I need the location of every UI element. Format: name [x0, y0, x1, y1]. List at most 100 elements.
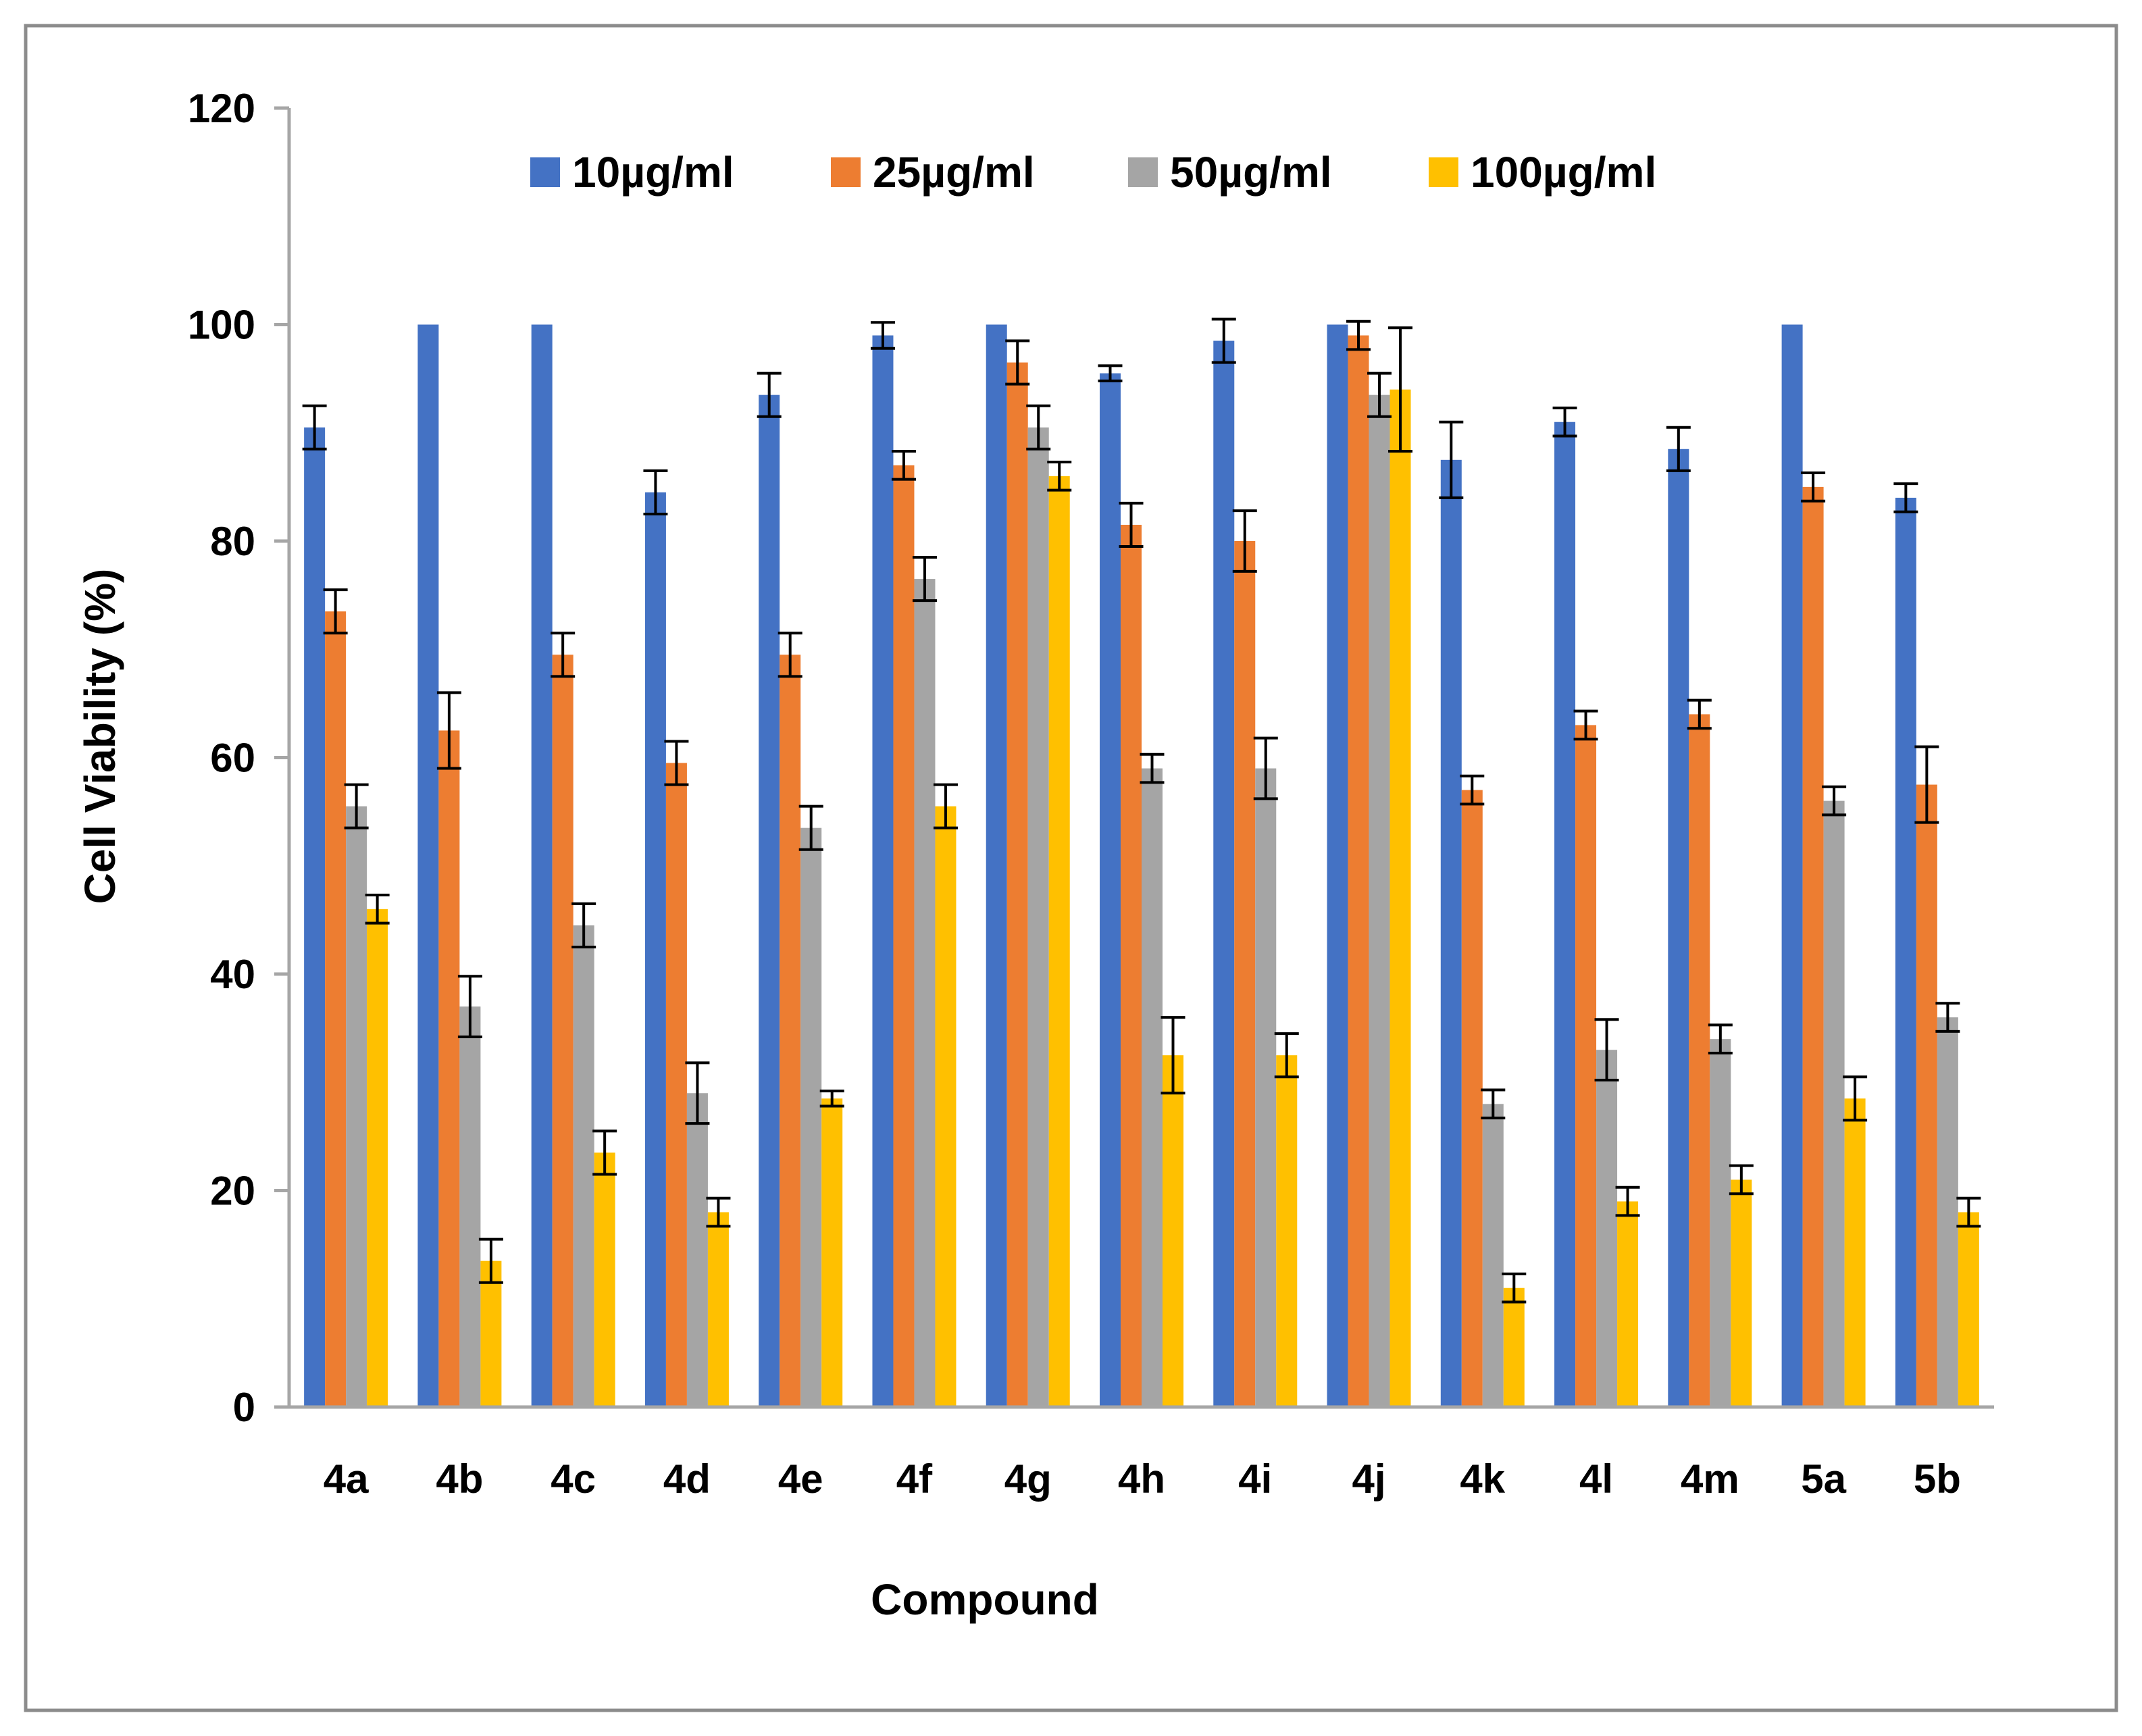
y-axis-ticks: 0 20 40 60 80 100 120	[188, 86, 289, 1430]
bar-4h-1	[1100, 373, 1121, 1407]
error-bar-4f-3	[912, 556, 937, 603]
error-bar-4l-4	[1615, 1185, 1640, 1217]
bar-4g-3	[1027, 427, 1049, 1407]
error-bar-4h-4	[1161, 1016, 1185, 1095]
legend-item-4: 100µg/ml	[1429, 148, 1656, 197]
x-tick-label-4a: 4a	[324, 1456, 369, 1502]
error-bar-5a-3	[1822, 785, 1847, 817]
bar-4a-1	[304, 427, 326, 1407]
bar-4d-4	[707, 1212, 729, 1407]
error-bar-4g-4	[1047, 461, 1072, 492]
bar-5b-2	[1916, 784, 1937, 1407]
error-bar-4m-3	[1708, 1023, 1733, 1054]
bar-4j-3	[1369, 394, 1390, 1407]
legend-label: 10µg/ml	[572, 148, 734, 197]
error-bar-4d-3	[685, 1061, 710, 1125]
error-bar-4f-1	[870, 321, 895, 350]
x-axis-title: Compound	[871, 1575, 1099, 1624]
bar-4a-2	[325, 611, 347, 1407]
error-bar-4h-2	[1119, 501, 1144, 548]
legend-item-1: 10µg/ml	[530, 148, 734, 197]
y-tick-label: 0	[233, 1385, 255, 1430]
bar-4m-4	[1731, 1179, 1752, 1407]
bar-4c-4	[594, 1152, 615, 1407]
error-bar-5a-2	[1801, 471, 1826, 503]
error-bar-4c-2	[551, 632, 576, 678]
error-bar-4d-2	[664, 740, 689, 786]
bar-4m-2	[1689, 714, 1710, 1407]
bar-4e-3	[800, 827, 822, 1407]
bar-4b-3	[459, 1006, 481, 1407]
error-bar-4e-4	[819, 1090, 844, 1108]
legend-item-3: 50µg/ml	[1128, 148, 1332, 197]
error-bar-4e-3	[798, 805, 823, 851]
legend-label: 25µg/ml	[873, 148, 1035, 197]
error-bar-4f-4	[933, 783, 958, 829]
error-bar-4i-2	[1232, 509, 1257, 573]
x-tick-label-4k: 4k	[1460, 1456, 1505, 1502]
bar-5a-3	[1823, 800, 1845, 1407]
error-bar-4i-3	[1253, 736, 1278, 800]
bar-4m-1	[1668, 449, 1689, 1407]
error-bar-4a-3	[344, 783, 369, 829]
y-tick-label: 80	[210, 519, 255, 564]
bar-4a-3	[346, 806, 367, 1407]
bar-4c-3	[573, 925, 594, 1407]
x-tick-label-4b: 4b	[436, 1456, 483, 1502]
error-bar-4c-3	[571, 902, 596, 948]
bar-4d-1	[644, 492, 666, 1408]
y-axis-title: Cell Viability (%)	[76, 569, 124, 904]
x-tick-label-4m: 4m	[1681, 1456, 1739, 1502]
error-bar-5b-1	[1893, 482, 1918, 513]
error-bar-5b-4	[1956, 1196, 1981, 1228]
bar-4h-4	[1163, 1055, 1183, 1407]
bar-4j-2	[1348, 335, 1369, 1407]
x-axis-tick-labels: 4a 4b 4c 4d 4e 4f 4g 4h 4i 4j 4k 4l 4m 5a 5b	[324, 1456, 1961, 1502]
bar-4c-1	[531, 324, 553, 1407]
error-bar-4h-3	[1140, 752, 1165, 784]
legend-swatch	[1128, 157, 1158, 187]
error-bar-4l-2	[1573, 709, 1598, 741]
error-bar-4b-3	[457, 975, 482, 1038]
bar-4f-1	[872, 335, 894, 1407]
error-bar-4i-1	[1211, 317, 1236, 364]
bar-4g-4	[1048, 476, 1070, 1407]
bars-group	[304, 324, 1979, 1408]
bar-4m-3	[1710, 1039, 1731, 1407]
x-tick-label-4l: 4l	[1579, 1456, 1613, 1502]
bar-5b-1	[1895, 497, 1916, 1407]
error-bar-4k-4	[1502, 1272, 1527, 1304]
error-bar-4d-4	[706, 1196, 731, 1228]
error-bar-4k-2	[1460, 774, 1485, 806]
bar-4l-4	[1617, 1201, 1639, 1407]
bar-5a-2	[1802, 486, 1824, 1407]
legend-swatch	[530, 157, 560, 187]
bar-4f-4	[935, 806, 957, 1407]
bar-4k-4	[1503, 1287, 1525, 1407]
x-tick-label-4g: 4g	[1004, 1456, 1052, 1502]
legend-swatch	[831, 157, 861, 187]
bar-4k-2	[1461, 790, 1483, 1407]
x-tick-label-4f: 4f	[896, 1456, 933, 1502]
error-bar-4j-2	[1346, 320, 1371, 351]
error-bar-4m-1	[1666, 426, 1691, 472]
bar-4l-1	[1554, 422, 1576, 1407]
error-bar-5b-3	[1935, 1002, 1960, 1033]
bar-4b-4	[480, 1260, 502, 1407]
legend: 10µg/ml 25µg/ml 50µg/ml 100µg/ml	[530, 148, 1656, 197]
bar-5a-4	[1844, 1098, 1866, 1407]
bar-4c-2	[552, 655, 573, 1408]
error-bar-4a-4	[365, 894, 390, 925]
bar-4f-2	[893, 465, 915, 1408]
bar-4h-3	[1142, 768, 1163, 1407]
error-bar-4m-4	[1729, 1164, 1754, 1196]
error-bar-4a-2	[323, 588, 348, 635]
error-bar-4j-3	[1367, 372, 1392, 418]
y-tick-label: 60	[210, 736, 255, 781]
error-bar-4l-1	[1552, 406, 1577, 438]
error-bar-4j-4	[1388, 326, 1413, 453]
bar-4h-2	[1121, 524, 1142, 1407]
error-bar-4a-1	[302, 404, 327, 451]
bar-5b-3	[1937, 1017, 1958, 1407]
